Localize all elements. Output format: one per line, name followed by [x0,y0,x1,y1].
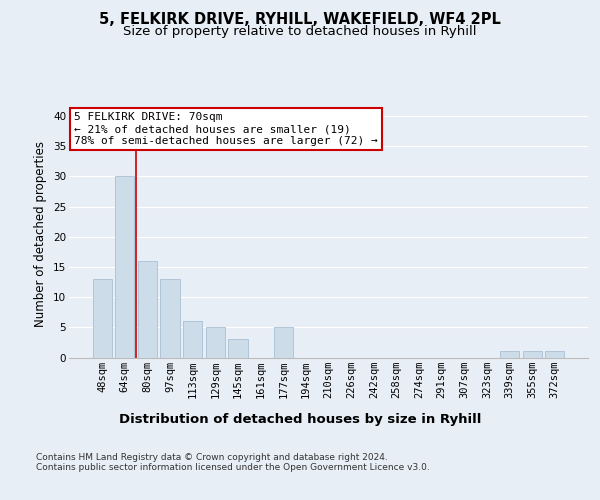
Bar [545,352,565,358]
Bar [160,279,180,357]
Text: Size of property relative to detached houses in Ryhill: Size of property relative to detached ho… [123,25,477,38]
Text: 5, FELKIRK DRIVE, RYHILL, WAKEFIELD, WF4 2PL: 5, FELKIRK DRIVE, RYHILL, WAKEFIELD, WF4… [99,12,501,28]
Bar [229,340,248,357]
Bar [92,279,112,357]
Y-axis label: Number of detached properties: Number of detached properties [34,141,47,327]
Bar [138,261,157,358]
Bar [523,352,542,358]
Text: Contains HM Land Registry data © Crown copyright and database right 2024.
Contai: Contains HM Land Registry data © Crown c… [36,452,430,472]
Bar [206,328,225,358]
Bar [274,328,293,358]
Text: 5 FELKIRK DRIVE: 70sqm
← 21% of detached houses are smaller (19)
78% of semi-det: 5 FELKIRK DRIVE: 70sqm ← 21% of detached… [74,112,378,146]
Bar [115,176,134,358]
Bar [183,322,202,358]
Bar [500,352,519,358]
Text: Distribution of detached houses by size in Ryhill: Distribution of detached houses by size … [119,412,481,426]
